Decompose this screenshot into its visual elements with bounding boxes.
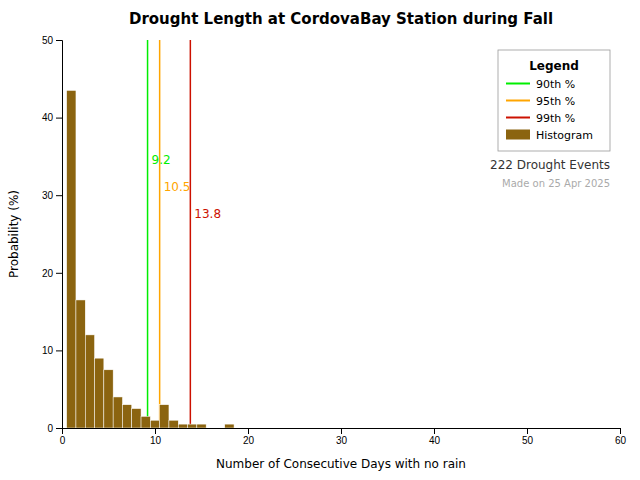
y-tick: 50: [42, 35, 62, 46]
bar: [132, 409, 141, 428]
legend-swatch: [506, 117, 530, 119]
chart-svg: 0 10 20 30 40 50 60 0 10 20 30 40 50 9.2 10.513.8 Droug…: [0, 0, 640, 480]
legend-swatch: [506, 130, 530, 140]
percentile-line: [190, 40, 192, 428]
percentile-label: 13.8: [194, 207, 221, 221]
bar: [160, 405, 169, 428]
y-tick-mark: [56, 118, 62, 119]
bar: [169, 420, 178, 428]
percentile-label: 10.5: [164, 180, 191, 194]
percentile-label: 9.2: [152, 153, 171, 167]
bar: [178, 424, 187, 428]
y-tick-label: 20: [42, 268, 54, 279]
bar: [95, 358, 104, 428]
bar: [104, 370, 113, 428]
x-tick: 10: [150, 428, 162, 446]
bar: [113, 397, 122, 428]
bar: [122, 405, 131, 428]
legend-label: Histogram: [536, 129, 593, 142]
bar: [76, 300, 85, 428]
plot-area: [67, 40, 234, 428]
y-tick-mark: [56, 273, 62, 274]
x-tick-mark: [341, 428, 342, 434]
y-tick-label: 40: [42, 112, 54, 123]
y-axis-line: [56, 41, 63, 429]
y-tick: 20: [42, 268, 62, 279]
bar: [225, 424, 234, 428]
legend-label: 95th %: [536, 95, 575, 108]
y-tick-mark: [56, 40, 62, 41]
y-axis-title: Probability (%): [7, 190, 21, 278]
legend-title: Legend: [529, 59, 579, 73]
y-tick-label: 0: [47, 423, 53, 434]
chart-title: Drought Length at CordovaBay Station dur…: [129, 10, 553, 28]
data-labels: 9.2 10.513.8: [152, 153, 221, 221]
x-axis: 0 10 20 30 40 50 60: [60, 428, 627, 446]
legend-swatch: [506, 83, 530, 85]
legend-swatch: [506, 100, 530, 102]
x-tick-label: 50: [522, 435, 534, 446]
bar: [197, 424, 206, 428]
x-tick: 20: [243, 428, 255, 446]
x-tick: 40: [429, 428, 441, 446]
legend: Legend 90th % 95th % 99th % Histogram: [498, 50, 610, 151]
x-tick: 60: [615, 428, 627, 446]
x-axis-title: Number of Consecutive Days with no rain: [216, 457, 466, 471]
y-tick-label: 50: [42, 35, 54, 46]
x-tick-label: 0: [60, 435, 66, 446]
y-tick: 30: [42, 190, 62, 201]
x-tick-label: 30: [336, 435, 348, 446]
x-tick-mark: [248, 428, 249, 434]
legend-label: 99th %: [536, 112, 575, 125]
x-tick: 50: [522, 428, 534, 446]
x-tick: 30: [336, 428, 348, 446]
x-tick-mark: [434, 428, 435, 434]
bar: [150, 420, 159, 428]
bar: [141, 416, 150, 428]
y-tick: 0: [47, 423, 62, 434]
bar: [85, 335, 94, 428]
x-tick-label: 20: [243, 435, 255, 446]
x-tick-label: 40: [429, 435, 441, 446]
x-tick-mark: [620, 428, 621, 434]
x-tick-mark: [527, 428, 528, 434]
x-tick-label: 10: [150, 435, 162, 446]
percentile-line: [159, 40, 161, 428]
annotation: Made on 25 Apr 2025: [502, 178, 610, 189]
legend-label: 90th %: [536, 78, 575, 91]
y-axis: 0 10 20 30 40 50: [42, 35, 63, 434]
bar: [188, 424, 197, 428]
y-tick: 40: [42, 112, 62, 123]
y-tick-mark: [56, 350, 62, 351]
y-tick-label: 30: [42, 190, 54, 201]
y-tick-mark: [56, 428, 62, 429]
y-tick-label: 10: [42, 345, 54, 356]
x-tick-mark: [155, 428, 156, 434]
x-tick-label: 60: [615, 435, 627, 446]
x-axis-line: [63, 429, 621, 435]
annotation: 222 Drought Events: [490, 158, 610, 172]
bar-series: [67, 90, 234, 428]
y-tick: 10: [42, 345, 62, 356]
x-tick: 0: [60, 428, 66, 446]
percentile-line: [147, 40, 149, 428]
bar: [67, 90, 76, 428]
legend-box: [498, 50, 610, 151]
y-tick-mark: [56, 195, 62, 196]
